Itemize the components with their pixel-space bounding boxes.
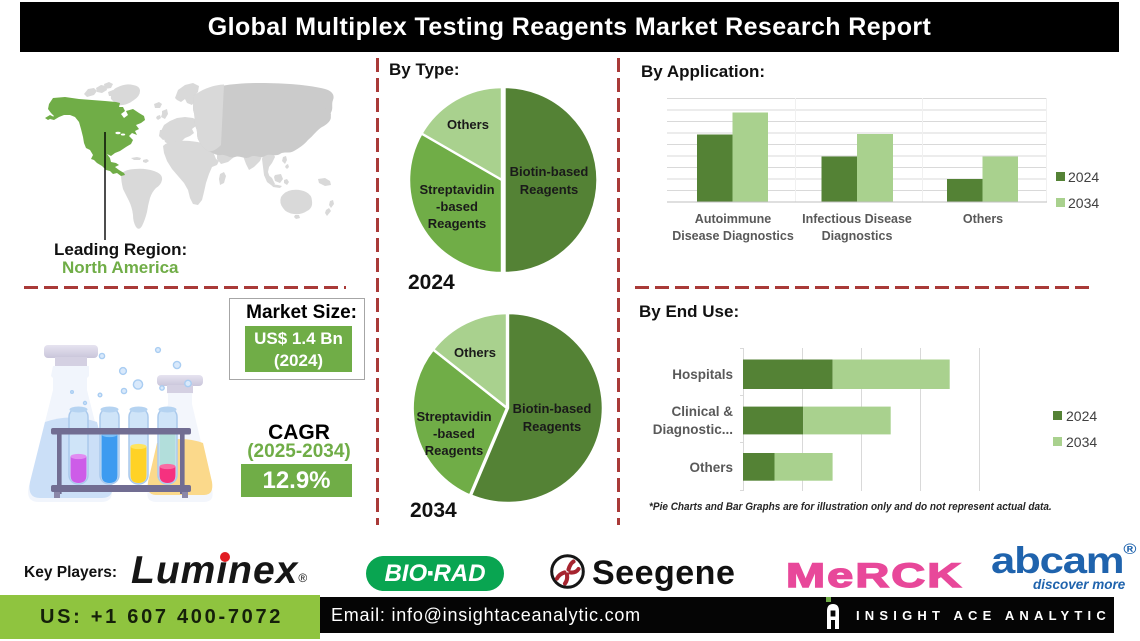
svg-text:Biotin-based: Biotin-based [510,164,589,179]
svg-text:Others: Others [454,345,496,360]
svg-text:Streptavidin: Streptavidin [416,409,491,424]
svg-text:Others: Others [447,117,489,132]
svg-text:Reagents: Reagents [520,182,579,197]
svg-text:Reagents: Reagents [523,419,582,434]
svg-text:Streptavidin: Streptavidin [419,182,494,197]
svg-text:Reagents: Reagents [428,216,487,231]
svg-text:-based: -based [433,426,475,441]
svg-text:Biotin-based: Biotin-based [513,401,592,416]
svg-text:-based: -based [436,199,478,214]
svg-text:Reagents: Reagents [425,443,484,458]
